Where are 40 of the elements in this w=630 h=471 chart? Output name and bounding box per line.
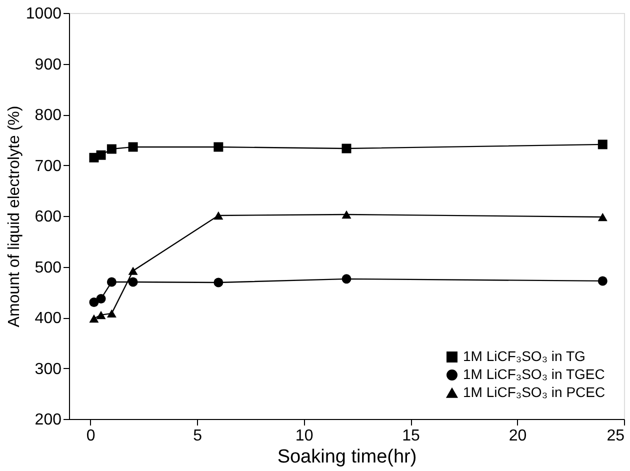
x-tick-label: 10 xyxy=(295,428,314,444)
y-tick-label: 300 xyxy=(34,360,62,378)
legend-label: 1M LiCF₃SO₃ in PCEC xyxy=(463,384,606,400)
point xyxy=(89,298,99,308)
x-tick-label: 20 xyxy=(508,428,527,444)
y-tick-label: 600 xyxy=(34,208,62,226)
point xyxy=(214,142,224,152)
y-tick-label: 500 xyxy=(34,259,62,276)
point xyxy=(342,210,352,219)
legend-label: 1M LiCF₃SO₃ in TGEC xyxy=(463,366,605,382)
point xyxy=(214,211,224,220)
point xyxy=(106,144,116,154)
point xyxy=(96,310,106,320)
point xyxy=(342,274,352,284)
x-tick-label: 5 xyxy=(193,428,202,444)
point xyxy=(128,277,138,287)
point xyxy=(96,294,106,304)
point xyxy=(214,278,224,288)
y-tick-label: 800 xyxy=(34,107,62,124)
point xyxy=(598,212,608,222)
x-tick-label: 0 xyxy=(86,428,96,444)
y-tick-label: 700 xyxy=(34,158,62,175)
x-axis-title: Soaking time(hr) xyxy=(277,446,417,468)
point xyxy=(106,277,116,287)
y-tick-label: 400 xyxy=(34,310,62,327)
y-tick-label: 200 xyxy=(34,412,62,428)
point xyxy=(342,144,352,154)
legend-label: 1M LiCF₃SO₃ in TG xyxy=(463,348,586,364)
point xyxy=(598,276,608,286)
x-tick-label: 15 xyxy=(402,428,420,444)
point xyxy=(89,314,99,323)
y-tick-label: 1000 xyxy=(26,6,62,22)
point xyxy=(128,142,138,152)
y-axis-title: Amount of liquid electrolyte (%) xyxy=(6,106,23,328)
x-tick-label: 25 xyxy=(606,428,625,444)
point xyxy=(96,150,106,160)
point xyxy=(598,140,608,150)
point xyxy=(128,266,138,275)
y-tick-label: 900 xyxy=(34,56,62,74)
point xyxy=(106,309,116,318)
